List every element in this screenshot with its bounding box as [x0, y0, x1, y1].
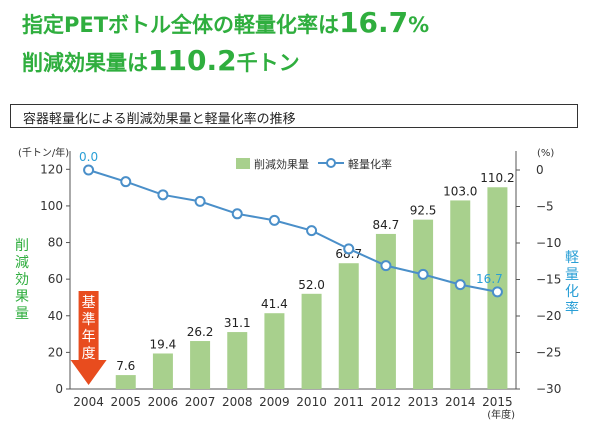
y-left-tick-label: 100 [40, 199, 63, 213]
bar-data-label: 92.5 [410, 204, 437, 218]
line-data-label: 0.0 [79, 150, 98, 164]
y-left-tick-label: 120 [40, 162, 63, 176]
y-left-tick-label: 40 [48, 309, 63, 323]
headline-2-text: 削減効果量は [22, 51, 148, 75]
bar [375, 233, 396, 389]
y-left-tick-label: 80 [48, 236, 63, 250]
y-right-tick-label: −20 [536, 309, 561, 323]
x-tick-label: 2005 [110, 395, 141, 409]
x-tick-label: 2014 [445, 395, 476, 409]
base-year-label-char: 年 [82, 329, 96, 345]
legend-swatch-bar [236, 158, 250, 169]
y-left-title-char: 果 [15, 289, 29, 305]
base-year-label-char: 基 [82, 294, 96, 311]
line-point [83, 164, 95, 176]
headline-1-text: 指定PETボトル全体の軽量化率は [22, 13, 340, 37]
bar [227, 332, 248, 389]
bar-data-label: 110.2 [480, 171, 514, 185]
headline-line-1: 指定PETボトル全体の軽量化率は16.7% [22, 6, 429, 39]
x-unit: (年度) [487, 408, 515, 421]
y-right-tick-label: −25 [536, 346, 561, 360]
x-tick-label: 2015 [482, 395, 513, 409]
line-point [343, 243, 355, 255]
bar [115, 375, 136, 389]
y-right-tick-label: −5 [536, 200, 554, 214]
bar [152, 353, 173, 389]
line-point [417, 268, 429, 280]
y-left-unit: (千トン/年) [18, 146, 69, 159]
x-tick-label: 2013 [408, 395, 439, 409]
x-tick-label: 2008 [222, 395, 253, 409]
headline-2-value: 110.2 [148, 44, 237, 77]
line-point [491, 286, 503, 298]
bar-data-label: 26.2 [187, 325, 214, 339]
series-line [88, 169, 498, 293]
legend-label-bar: 削減効果量 [254, 157, 309, 171]
x-tick-label: 2009 [259, 395, 290, 409]
bar-data-label: 7.6 [116, 359, 135, 373]
base-year-label-char: 度 [82, 346, 96, 362]
y-right-title-char: 量 [565, 267, 579, 283]
section-title-box: 容器軽量化による削減効果量と軽量化率の推移 [10, 104, 578, 128]
line-point [157, 189, 169, 201]
legend-label-line: 軽量化率 [348, 157, 392, 171]
y-right-tick-label: −10 [536, 236, 561, 250]
headline-1-value: 16.7 [339, 6, 409, 39]
x-tick-label: 2011 [333, 395, 364, 409]
y-left-title-char: 削 [15, 238, 29, 254]
base-year-arrow [70, 291, 107, 385]
y-left-tick-label: 0 [55, 382, 63, 396]
bar [190, 341, 211, 389]
x-tick-label: 2007 [185, 395, 216, 409]
x-tick-label: 2010 [296, 395, 327, 409]
line-point [380, 260, 392, 272]
y-left-title-char: 量 [15, 306, 29, 322]
y-right-tick-label: −30 [536, 382, 561, 396]
bar-data-label: 52.0 [298, 278, 325, 292]
bar-data-label: 103.0 [443, 184, 477, 198]
y-right-tick-label: 0 [536, 163, 544, 177]
y-left-title-char: 減 [15, 254, 29, 271]
legend-swatch-marker [326, 158, 336, 168]
line-point [268, 214, 280, 226]
x-tick-label: 2012 [371, 395, 402, 409]
y-right-tick-label: −15 [536, 273, 561, 287]
x-tick-label: 2004 [73, 395, 104, 409]
y-right-unit: (%) [537, 148, 554, 159]
headline-1-unit: % [408, 13, 430, 37]
line-point [306, 225, 318, 237]
bar [264, 313, 285, 389]
headline-2-unit: 千トン [236, 51, 300, 75]
y-left-tick-label: 60 [48, 272, 63, 286]
bar-data-label: 19.4 [150, 337, 177, 351]
y-right-title-char: 率 [565, 300, 579, 317]
bar-data-label: 84.7 [373, 218, 400, 232]
line-point [231, 208, 243, 220]
x-tick-label: 2006 [148, 395, 179, 409]
bar-data-label: 31.1 [224, 316, 251, 330]
bar [338, 263, 359, 389]
line-point [120, 176, 132, 188]
bar [301, 293, 322, 389]
bar [450, 200, 471, 389]
y-left-title-char: 効 [15, 272, 29, 288]
y-right-title-char: 化 [565, 284, 579, 300]
y-right-title-char: 軽 [565, 250, 579, 266]
bar [413, 219, 434, 389]
bar-data-label: 41.4 [261, 297, 288, 311]
line-data-label: 16.7 [476, 272, 503, 286]
line-point [194, 195, 206, 207]
base-year-label-char: 準 [82, 312, 96, 328]
line-point [454, 279, 466, 291]
section-title: 容器軽量化による削減効果量と軽量化率の推移 [23, 112, 296, 127]
y-left-tick-label: 20 [48, 345, 63, 359]
headline-line-2: 削減効果量は110.2千トン [22, 44, 300, 77]
